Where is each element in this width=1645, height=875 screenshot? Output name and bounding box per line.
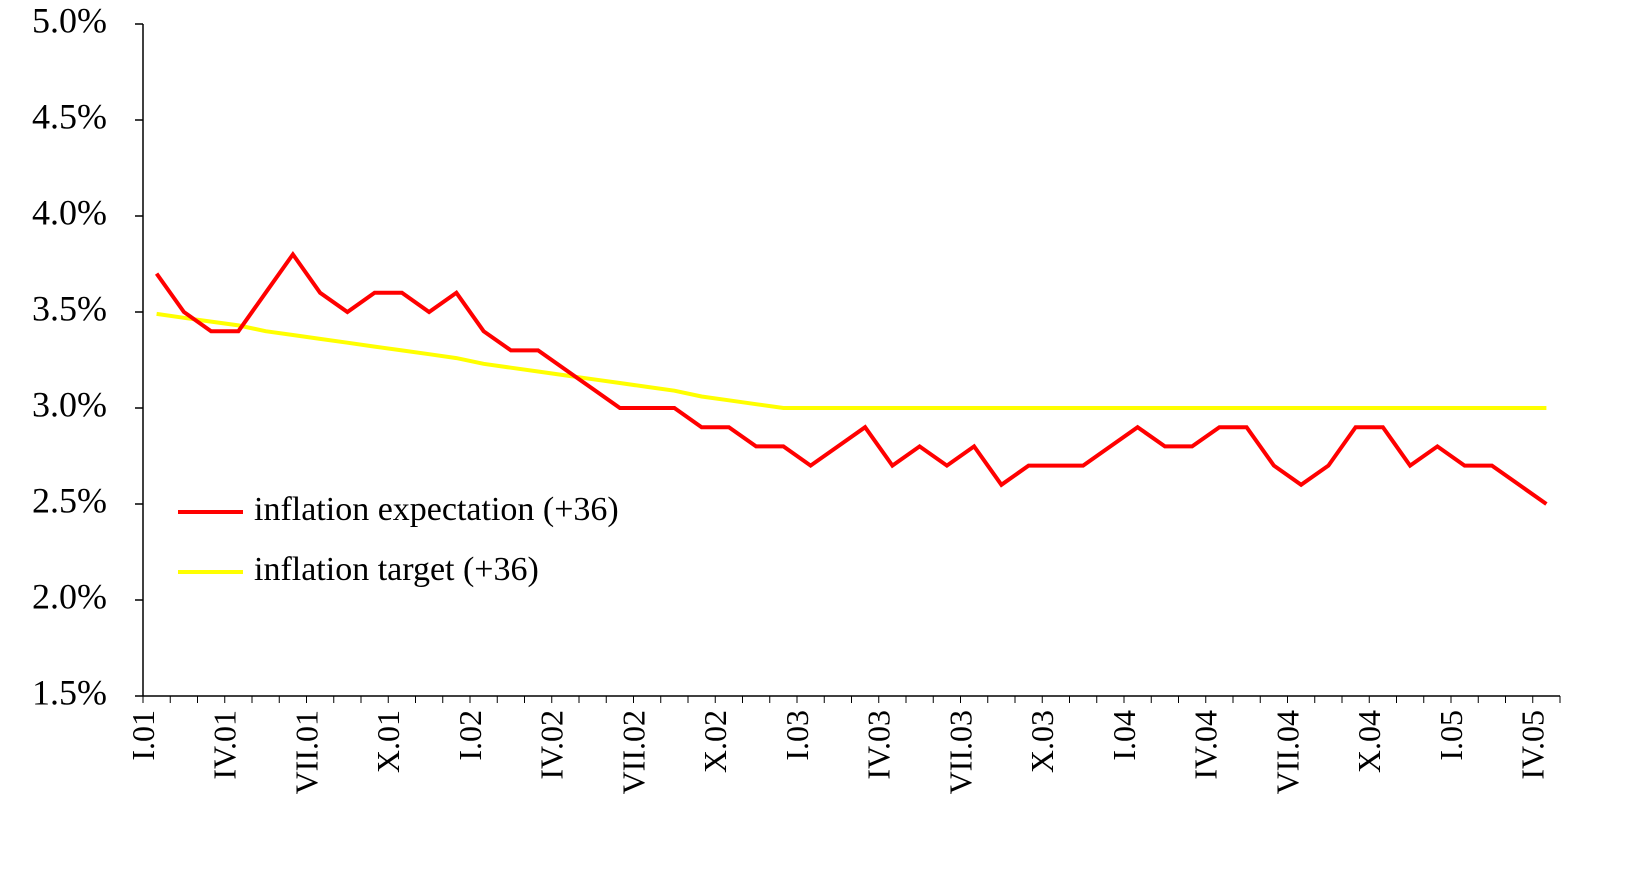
x-tick-label: VII.04 [1269,710,1305,794]
y-tick-label: 3.0% [32,384,107,424]
x-tick-label: X.04 [1351,710,1387,773]
y-tick-label: 1.5% [32,672,107,712]
x-tick-label: I.05 [1433,710,1469,761]
y-tick-label: 2.5% [32,480,107,520]
x-tick-label: I.02 [452,710,488,761]
y-tick-label: 2.0% [32,576,107,616]
series-line [154,250,1548,506]
y-tick-label: 4.0% [32,192,107,232]
x-tick-label: X.02 [697,710,733,773]
x-tick-label: VII.01 [288,710,324,794]
x-tick-label: IV.05 [1515,710,1551,780]
x-tick-label: I.04 [1106,710,1142,761]
y-tick-label: 3.5% [32,288,107,328]
x-tick-label: VII.02 [615,710,651,794]
legend-label: inflation target (+36) [254,551,539,588]
x-tick-label: I.01 [125,710,161,761]
x-tick-label: I.03 [779,710,815,761]
x-tick-label: IV.04 [1188,710,1224,780]
legend-label: inflation expectation (+36) [254,491,619,528]
x-tick-label: IV.03 [861,710,897,780]
series-line [156,311,1547,410]
y-tick-label: 4.5% [32,96,107,136]
x-tick-label: X.03 [1024,710,1060,773]
x-tick-label: IV.02 [534,710,570,780]
x-tick-label: X.01 [370,710,406,773]
x-tick-label: IV.01 [207,710,243,780]
x-tick-label: VII.03 [942,710,978,794]
y-tick-label: 5.0% [32,0,107,40]
